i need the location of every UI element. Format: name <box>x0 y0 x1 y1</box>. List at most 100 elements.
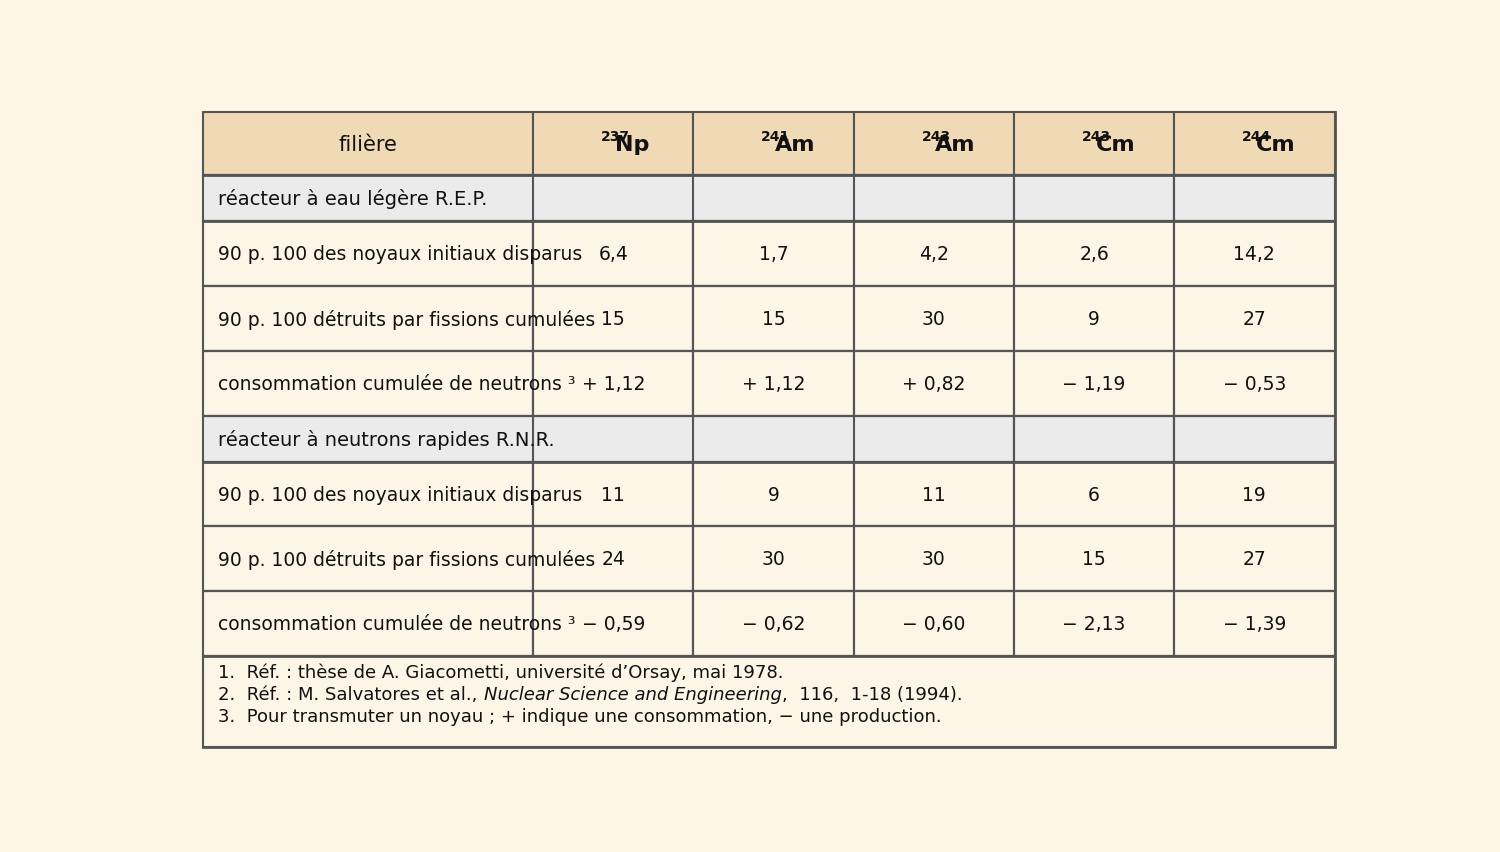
Text: 90 p. 100 détruits par fissions cumulées: 90 p. 100 détruits par fissions cumulées <box>219 309 596 329</box>
Bar <box>202 287 532 351</box>
Text: 237: 237 <box>602 130 630 144</box>
Text: consommation cumulée de neutrons ³: consommation cumulée de neutrons ³ <box>219 614 576 633</box>
Text: − 0,59: − 0,59 <box>582 614 645 633</box>
Text: 243: 243 <box>921 130 951 144</box>
Bar <box>693 462 853 527</box>
Text: 27: 27 <box>1242 309 1266 329</box>
Bar <box>1014 351 1174 416</box>
Bar <box>532 527 693 591</box>
Text: 19: 19 <box>1242 485 1266 504</box>
Bar <box>202 527 532 591</box>
Bar <box>532 287 693 351</box>
Text: 9: 9 <box>1088 309 1100 329</box>
Text: 15: 15 <box>602 309 625 329</box>
Text: − 1,19: − 1,19 <box>1062 374 1126 394</box>
Bar <box>1014 287 1174 351</box>
Bar <box>1174 351 1335 416</box>
Bar <box>1014 462 1174 527</box>
Text: 15: 15 <box>1082 550 1106 568</box>
Text: Am: Am <box>776 135 816 154</box>
Text: Cm: Cm <box>1256 135 1296 154</box>
Bar <box>853 287 1014 351</box>
Text: 14,2: 14,2 <box>1233 245 1275 264</box>
Text: 2,6: 2,6 <box>1078 245 1108 264</box>
Bar <box>693 527 853 591</box>
Bar <box>1014 527 1174 591</box>
Text: 241: 241 <box>760 130 790 144</box>
Text: 30: 30 <box>922 309 945 329</box>
Text: − 1,39: − 1,39 <box>1222 614 1286 633</box>
Bar <box>693 222 853 287</box>
Text: 11: 11 <box>602 485 625 504</box>
Text: ,  116,  1-18 (1994).: , 116, 1-18 (1994). <box>782 685 962 703</box>
Text: 1.  Réf. : thèse de A. Giacometti, université d’Orsay, mai 1978.: 1. Réf. : thèse de A. Giacometti, univer… <box>219 663 784 682</box>
Bar <box>1014 222 1174 287</box>
Bar <box>1174 527 1335 591</box>
Text: 9: 9 <box>768 485 780 504</box>
Text: Np: Np <box>615 135 650 154</box>
Bar <box>532 222 693 287</box>
Text: 244: 244 <box>1242 130 1270 144</box>
Text: filière: filière <box>339 135 398 154</box>
Text: 2.  Réf. : M. Salvatores et al.,: 2. Réf. : M. Salvatores et al., <box>219 685 483 703</box>
Text: 6,4: 6,4 <box>598 245 628 264</box>
Bar <box>1174 462 1335 527</box>
Bar <box>202 351 532 416</box>
Bar <box>1174 287 1335 351</box>
Text: 30: 30 <box>922 550 945 568</box>
Bar <box>853 462 1014 527</box>
Text: Nuclear Science and Engineering: Nuclear Science and Engineering <box>483 685 782 703</box>
Text: + 0,82: + 0,82 <box>902 374 966 394</box>
Bar <box>853 113 1014 176</box>
Bar <box>853 527 1014 591</box>
Text: − 0,53: − 0,53 <box>1222 374 1286 394</box>
Text: 11: 11 <box>922 485 945 504</box>
Text: 6: 6 <box>1088 485 1100 504</box>
Text: Am: Am <box>936 135 976 154</box>
Bar <box>202 462 532 527</box>
Bar <box>532 591 693 656</box>
Bar <box>693 591 853 656</box>
Text: consommation cumulée de neutrons ³: consommation cumulée de neutrons ³ <box>219 374 576 394</box>
Text: − 0,60: − 0,60 <box>902 614 966 633</box>
Bar <box>853 591 1014 656</box>
Text: + 1,12: + 1,12 <box>742 374 806 394</box>
Text: 24: 24 <box>602 550 625 568</box>
Bar <box>202 591 532 656</box>
Bar <box>202 222 532 287</box>
Bar <box>1174 176 1335 222</box>
Text: + 1,12: + 1,12 <box>582 374 645 394</box>
Text: 243: 243 <box>1082 130 1112 144</box>
Bar <box>202 416 1014 462</box>
Bar <box>693 113 853 176</box>
Bar <box>202 656 1335 747</box>
Text: 90 p. 100 des noyaux initiaux disparus: 90 p. 100 des noyaux initiaux disparus <box>219 485 582 504</box>
Text: 30: 30 <box>762 550 786 568</box>
Bar <box>532 462 693 527</box>
Bar <box>853 351 1014 416</box>
Text: 3.  Pour transmuter un noyau ; + indique une consommation, − une production.: 3. Pour transmuter un noyau ; + indique … <box>219 707 942 725</box>
Bar <box>202 176 1014 222</box>
Text: 1,7: 1,7 <box>759 245 789 264</box>
Bar <box>532 351 693 416</box>
Text: réacteur à eau légère R.E.P.: réacteur à eau légère R.E.P. <box>219 189 488 209</box>
Bar <box>1174 113 1335 176</box>
Text: 27: 27 <box>1242 550 1266 568</box>
Text: − 2,13: − 2,13 <box>1062 614 1126 633</box>
Bar <box>853 222 1014 287</box>
Bar <box>1014 176 1174 222</box>
Bar <box>693 287 853 351</box>
Text: 15: 15 <box>762 309 786 329</box>
Text: − 0,62: − 0,62 <box>742 614 806 633</box>
Bar <box>1174 416 1335 462</box>
Bar <box>1174 222 1335 287</box>
Text: réacteur à neutrons rapides R.N.R.: réacteur à neutrons rapides R.N.R. <box>219 429 555 449</box>
Bar <box>1014 416 1174 462</box>
Bar <box>202 113 532 176</box>
Text: 90 p. 100 des noyaux initiaux disparus: 90 p. 100 des noyaux initiaux disparus <box>219 245 582 264</box>
Bar <box>1174 591 1335 656</box>
Text: 4,2: 4,2 <box>920 245 950 264</box>
Bar <box>1014 591 1174 656</box>
Text: 90 p. 100 détruits par fissions cumulées: 90 p. 100 détruits par fissions cumulées <box>219 549 596 569</box>
Bar <box>532 113 693 176</box>
